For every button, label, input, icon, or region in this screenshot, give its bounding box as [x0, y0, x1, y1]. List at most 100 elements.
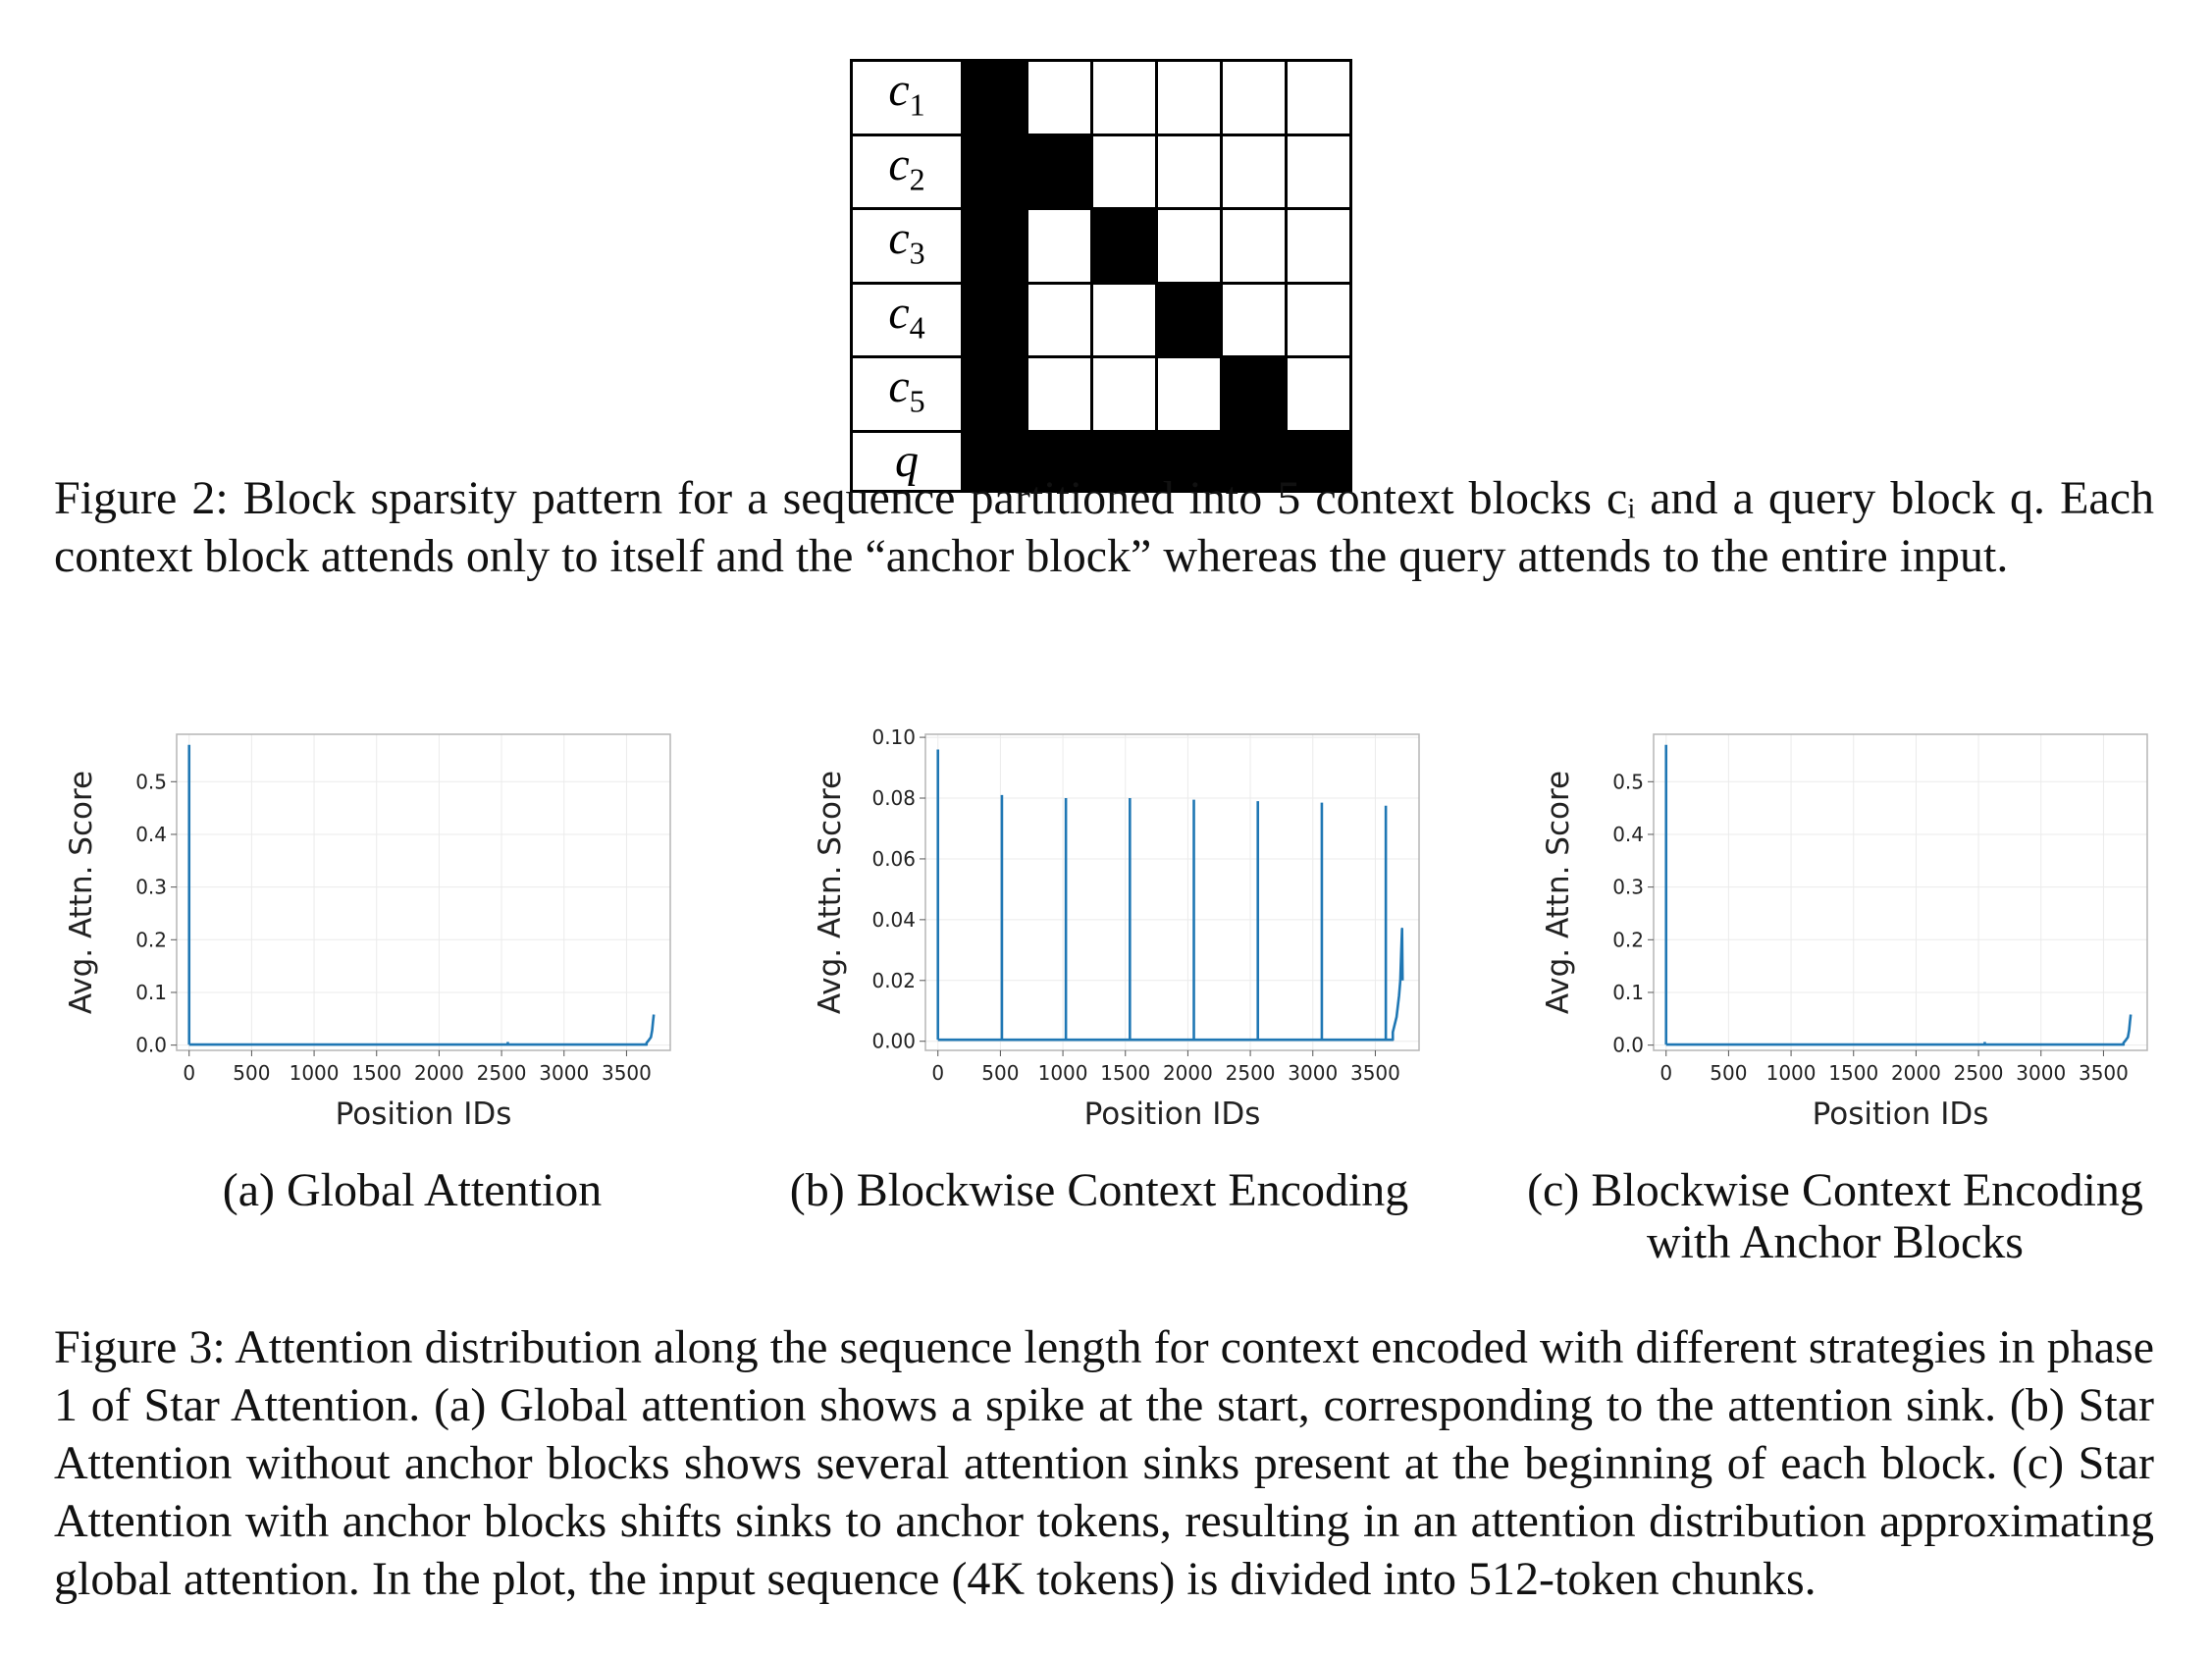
- grid-cell-empty: [1090, 59, 1158, 136]
- x-tick-label: 3500: [602, 1061, 652, 1085]
- grid-cell-attended: [961, 59, 1028, 136]
- chart-global-attention: 0 500 1000 1500 2000 2500 3000 3500 0.0 0.1 0.2 0.3…: [64, 733, 671, 1132]
- grid-cell-empty: [1026, 355, 1093, 433]
- grid-cell-attended: [1155, 281, 1223, 359]
- y-axis-label: Avg. Attn. Score: [813, 771, 848, 1014]
- x-tick-label: 1500: [1100, 1061, 1150, 1085]
- x-tick-label: 3500: [2079, 1061, 2129, 1085]
- x-tick-label: 2000: [1163, 1061, 1213, 1085]
- grid-cell-empty: [1026, 281, 1093, 359]
- figure-2-caption: Figure 2: Block sparsity pattern for a s…: [54, 472, 2154, 582]
- x-axis-label: Position IDs: [1084, 1097, 1261, 1132]
- x-tick-label: 2000: [414, 1061, 464, 1085]
- grid-cell-attended: [961, 207, 1028, 285]
- grid-cell-empty: [1026, 59, 1093, 136]
- x-tick-label: 1000: [1038, 1061, 1088, 1085]
- subcaption-c: (c) Blockwise Context Encoding with Anch…: [1511, 1164, 2159, 1268]
- y-axis-label: Avg. Attn. Score: [1541, 771, 1576, 1014]
- plot-frame: [924, 733, 1420, 1051]
- y-tick-label: 0.3: [135, 876, 167, 899]
- grid-cell-empty: [1220, 281, 1288, 359]
- grid-cell-empty: [1090, 133, 1158, 211]
- x-axis-label: Position IDs: [1813, 1097, 1989, 1132]
- x-tick-label: 0: [1659, 1061, 1672, 1085]
- y-tick-label: 0.2: [135, 928, 167, 951]
- grid-row: c2: [850, 133, 1352, 211]
- grid-cell-empty: [1155, 59, 1223, 136]
- y-tick-label: 0.5: [1612, 770, 1644, 793]
- grid-cell-attended: [961, 429, 1028, 493]
- subcaption-c-line2: with Anchor Blocks: [1647, 1216, 2024, 1268]
- grid-cell-attended: [1220, 355, 1288, 433]
- grid-row: c3: [850, 207, 1352, 285]
- row-label: c4: [850, 281, 964, 359]
- grid-row: c5: [850, 355, 1352, 433]
- x-tick-label: 2000: [1891, 1061, 1941, 1085]
- y-tick-label: 0.04: [871, 908, 916, 932]
- grid-cell-empty: [1285, 281, 1352, 359]
- row-label: c5: [850, 355, 964, 433]
- y-tick-label: 0.0: [135, 1034, 167, 1057]
- row-label: c1: [850, 59, 964, 136]
- grid-cell-attended: [961, 133, 1028, 211]
- grid-cell-empty: [1155, 207, 1223, 285]
- y-tick-label: 0.0: [1612, 1034, 1644, 1057]
- row-label: c2: [850, 133, 964, 211]
- y-tick-label: 0.4: [1612, 823, 1644, 846]
- y-tick-label: 0.10: [871, 725, 916, 749]
- grid-cell-empty: [1285, 133, 1352, 211]
- x-tick-label: 3000: [1288, 1061, 1338, 1085]
- x-tick-label: 1000: [1766, 1061, 1817, 1085]
- x-tick-label: 1000: [290, 1061, 340, 1085]
- grid-cell-empty: [1026, 207, 1093, 285]
- block-sparsity-grid: c1 c2 c3 c4 c5 q: [850, 59, 1352, 493]
- grid-cell-empty: [1090, 281, 1158, 359]
- grid-cell-attended: [1026, 133, 1093, 211]
- x-tick-label: 500: [1710, 1061, 1747, 1085]
- subcaption-c-line1: (c) Blockwise Context Encoding: [1527, 1164, 2143, 1216]
- x-tick-label: 0: [931, 1061, 944, 1085]
- grid-cell-empty: [1155, 133, 1223, 211]
- grid-cell-empty: [1220, 207, 1288, 285]
- grid-cell-empty: [1220, 59, 1288, 136]
- y-axis-label: Avg. Attn. Score: [64, 771, 99, 1014]
- y-tick-label: 0.06: [871, 847, 916, 871]
- grid-cell-empty: [1285, 207, 1352, 285]
- grid-cell-attended: [1090, 207, 1158, 285]
- row-label: q: [850, 429, 964, 493]
- y-tick-label: 0.02: [871, 969, 916, 992]
- grid-cell-attended: [961, 281, 1028, 359]
- chart-blockwise-context-encoding: 0 500 1000 1500 2000 2500 3000 3500 0.00 0.02 0.04…: [813, 725, 1420, 1132]
- x-tick-label: 500: [981, 1061, 1019, 1085]
- x-tick-label: 0: [183, 1061, 195, 1085]
- y-tick-label: 0.1: [135, 981, 167, 1004]
- grid-cell-attended: [1220, 429, 1288, 493]
- plot-frame: [176, 733, 671, 1051]
- subcaption-a: (a) Global Attention: [222, 1164, 603, 1216]
- grid-cell-empty: [1090, 355, 1158, 433]
- y-tick-label: 0.1: [1612, 981, 1644, 1004]
- x-tick-label: 3000: [2016, 1061, 2066, 1085]
- figure-3-caption: Figure 3: Attention distribution along t…: [54, 1321, 2154, 1605]
- y-tick-label: 0.3: [1612, 876, 1644, 899]
- row-label: c3: [850, 207, 964, 285]
- series-line: [188, 1014, 656, 1046]
- y-tick-label: 0.5: [135, 770, 167, 793]
- x-tick-label: 2500: [1954, 1061, 2004, 1085]
- y-tick-label: 0.00: [871, 1030, 916, 1053]
- subcaption-b: (b) Blockwise Context Encoding: [789, 1164, 1409, 1216]
- y-tick-label: 0.2: [1612, 928, 1644, 951]
- grid-cell-attended: [1285, 429, 1352, 493]
- series-line: [937, 927, 1404, 1042]
- x-tick-label: 3500: [1350, 1061, 1400, 1085]
- grid-cell-attended: [1155, 429, 1223, 493]
- x-tick-label: 2500: [1226, 1061, 1276, 1085]
- y-tick-label: 0.4: [135, 823, 167, 846]
- grid-row: q: [850, 429, 1352, 493]
- grid-row: c1: [850, 59, 1352, 136]
- x-tick-label: 1500: [351, 1061, 401, 1085]
- grid-cell-empty: [1285, 59, 1352, 136]
- x-tick-label: 1500: [1828, 1061, 1878, 1085]
- series-line: [1665, 1014, 2133, 1046]
- x-tick-label: 3000: [539, 1061, 589, 1085]
